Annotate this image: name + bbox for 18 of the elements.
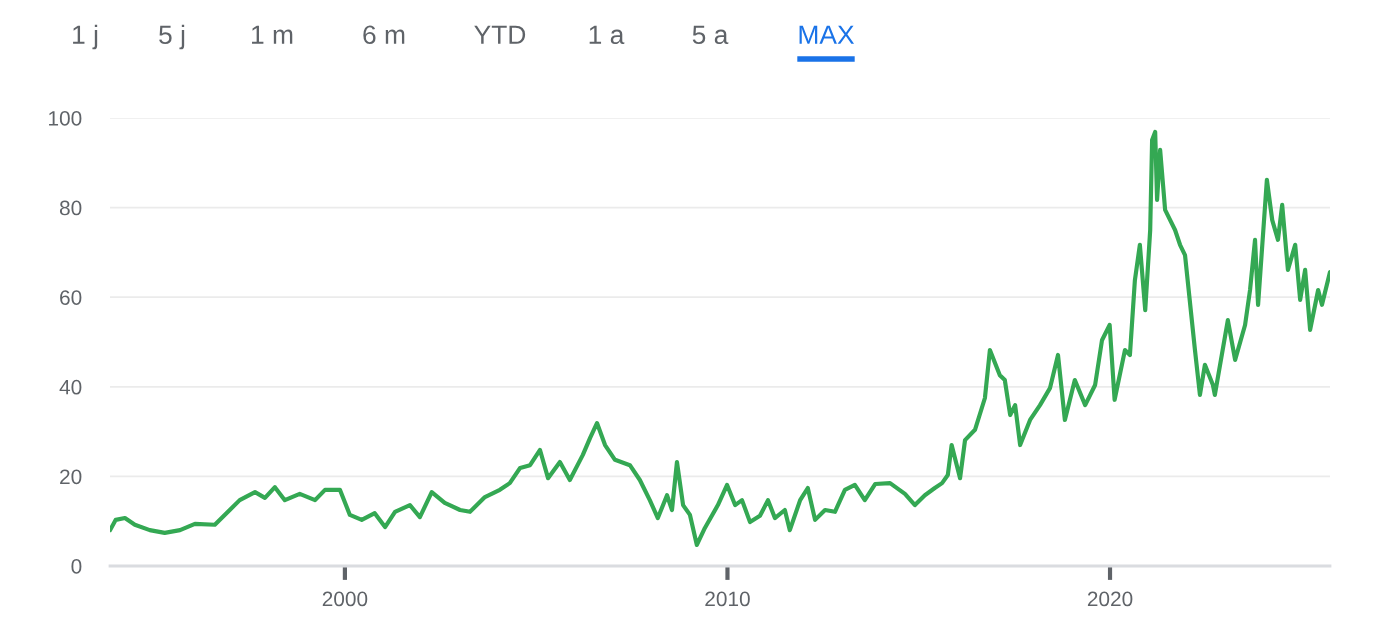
y-tick-label: 20 [60,469,82,485]
x-tick-label: 2020 [1087,591,1133,607]
text: MAX [799,25,855,44]
text: 5 a [692,25,729,45]
text: 1 a [589,25,625,45]
y-tick-label: 80 [59,200,82,216]
y-tick-label: 40 [59,379,82,395]
x-tick-label: 2010 [705,591,750,607]
text: YTD [474,25,526,44]
y-tick-label: 0 [71,559,82,574]
y-tick-label: 60 [60,290,82,305]
text: 6 m [363,25,405,45]
line-series [110,129,1330,548]
y-tick-label: 100 [49,111,82,126]
x-tick-label: 2000 [322,591,368,607]
text: 1 m [252,25,293,44]
text: 1 j [73,24,98,50]
text: 5 j [159,24,185,50]
